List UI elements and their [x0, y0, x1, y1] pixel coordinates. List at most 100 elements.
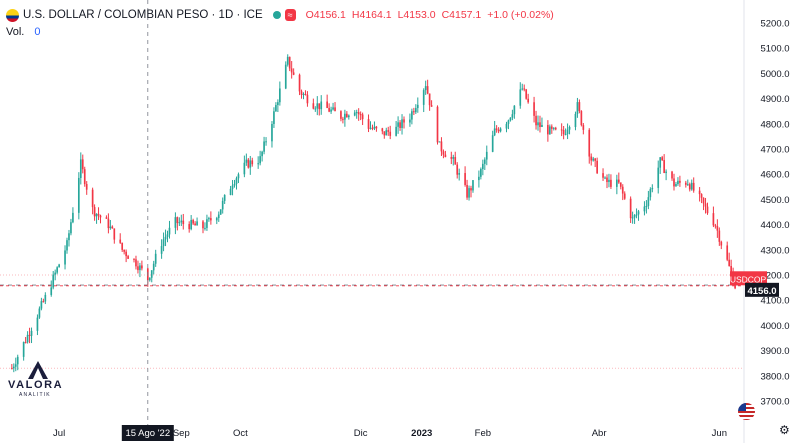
candle-body	[566, 129, 569, 134]
candle-body	[675, 184, 677, 187]
candle-body	[302, 93, 305, 95]
candle-body	[217, 214, 220, 219]
candle-body	[188, 224, 191, 230]
candle-body	[326, 101, 328, 108]
candle-body	[645, 205, 648, 207]
grid-lines	[0, 274, 742, 369]
candle-body	[688, 184, 691, 190]
candle-body	[485, 151, 488, 160]
candle-body	[706, 206, 709, 214]
time-tick-label: Feb	[475, 428, 491, 439]
candle-body	[97, 213, 100, 216]
candle-body	[468, 188, 470, 198]
candle-body	[176, 217, 179, 224]
candle-body	[77, 177, 80, 213]
market-status-icon[interactable]	[272, 11, 281, 19]
volume-legend[interactable]: Vol. 0	[6, 26, 40, 38]
candle-body	[318, 103, 321, 110]
candle-body	[263, 141, 265, 152]
candle-body	[135, 259, 137, 267]
candle-body	[726, 245, 729, 260]
close-value: C4157.1	[441, 9, 482, 21]
candle-body	[621, 186, 624, 194]
crosshair	[0, 0, 742, 425]
candle-body	[541, 124, 543, 128]
candle-body	[629, 198, 632, 219]
candle-body	[548, 126, 551, 135]
time-tick-label: Oct	[233, 428, 248, 439]
candle-body	[547, 124, 549, 135]
candle-body	[602, 173, 604, 178]
candle-body	[292, 72, 295, 75]
candle-body	[495, 128, 498, 130]
candle-body	[454, 157, 457, 165]
candle-body	[576, 102, 579, 114]
candle-body	[284, 64, 287, 89]
candle-body	[105, 217, 108, 219]
time-tick-label: Jun	[712, 428, 727, 439]
data-delay-badge[interactable]: ≈	[284, 9, 296, 21]
candle-body	[81, 159, 84, 170]
candle-body	[54, 272, 57, 275]
candle-body	[245, 159, 248, 163]
candle-body	[507, 120, 510, 124]
candle-body	[452, 157, 455, 159]
candle-body	[409, 119, 411, 123]
candle-body	[125, 251, 127, 257]
candle-body	[438, 141, 441, 143]
candle-body	[133, 258, 135, 260]
candle-body	[700, 194, 703, 198]
candle-body	[192, 220, 194, 224]
candle-body	[164, 236, 167, 240]
candle-body	[458, 173, 461, 175]
candle-body	[466, 184, 468, 198]
candle-body	[493, 128, 496, 136]
candle-body	[182, 220, 185, 225]
candle-body	[194, 223, 196, 226]
candle-body	[373, 126, 376, 129]
candle-body	[257, 163, 260, 165]
candle-body	[107, 218, 110, 229]
candle-body	[178, 222, 181, 224]
candle-body	[332, 107, 334, 110]
candle-body	[671, 171, 673, 179]
candle-body	[690, 182, 693, 190]
candle-body	[578, 102, 581, 112]
watermark-sub: ANALITIK	[19, 392, 51, 398]
us-flag-icon[interactable]	[738, 403, 755, 420]
candle-body	[320, 101, 323, 110]
candle-body	[631, 217, 634, 219]
candle-body	[537, 122, 539, 126]
candle-body	[604, 177, 606, 179]
candle-body	[72, 212, 74, 223]
candle-body	[720, 241, 723, 246]
candle-body	[456, 164, 459, 175]
candle-body	[513, 105, 516, 115]
candle-body	[300, 91, 303, 95]
candles	[10, 54, 736, 373]
settings-icon[interactable]: ⚙	[779, 423, 790, 437]
candle-body	[730, 265, 732, 273]
candle-body	[673, 178, 675, 187]
candle-body	[397, 122, 399, 127]
candle-body	[38, 308, 41, 318]
candle-body	[83, 169, 86, 185]
candle-body	[347, 115, 350, 118]
candle-body	[316, 103, 319, 109]
candle-body	[196, 221, 198, 226]
candle-body	[714, 225, 717, 227]
candle-body	[223, 195, 226, 201]
candle-body	[233, 183, 236, 186]
colombia-flag-icon	[6, 8, 19, 22]
candle-body	[42, 301, 45, 303]
symbol-title[interactable]: U.S. DOLLAR / COLOMBIAN PESO · 1D · ICE	[23, 9, 263, 21]
candle-body	[497, 129, 500, 132]
candle-body	[552, 127, 555, 129]
candle-body	[180, 220, 183, 223]
price-tick-label: 3700.0	[760, 397, 789, 408]
candle-body	[679, 180, 681, 183]
candle-body	[619, 182, 622, 187]
time-tick-label: Sep	[173, 428, 190, 439]
candle-body	[643, 206, 646, 212]
